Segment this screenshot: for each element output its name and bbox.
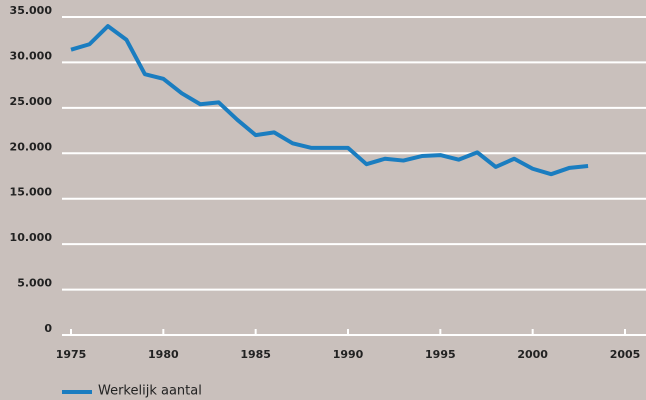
y-tick-label: 20.000 xyxy=(10,140,53,153)
x-tick-label: 1975 xyxy=(56,348,87,361)
y-tick-label: 10.000 xyxy=(10,231,53,244)
x-tick-label: 1990 xyxy=(333,348,364,361)
x-tick-label: 2000 xyxy=(517,348,548,361)
data-line xyxy=(70,24,589,177)
y-tick-label: 15.000 xyxy=(10,186,53,199)
x-tick-label: 1985 xyxy=(240,348,271,361)
x-tick-label: 1995 xyxy=(425,348,456,361)
y-tick-label: 30.000 xyxy=(10,49,53,62)
y-tick-label: 5.000 xyxy=(17,277,52,290)
x-tick-label: 2005 xyxy=(610,348,641,361)
y-tick-label: 25.000 xyxy=(10,95,53,108)
y-tick-label: 0 xyxy=(44,322,52,335)
y-tick-label: 35.000 xyxy=(10,4,53,17)
x-tick-label: 1980 xyxy=(148,348,179,361)
legend-label: Werkelijk aantal xyxy=(98,384,202,399)
